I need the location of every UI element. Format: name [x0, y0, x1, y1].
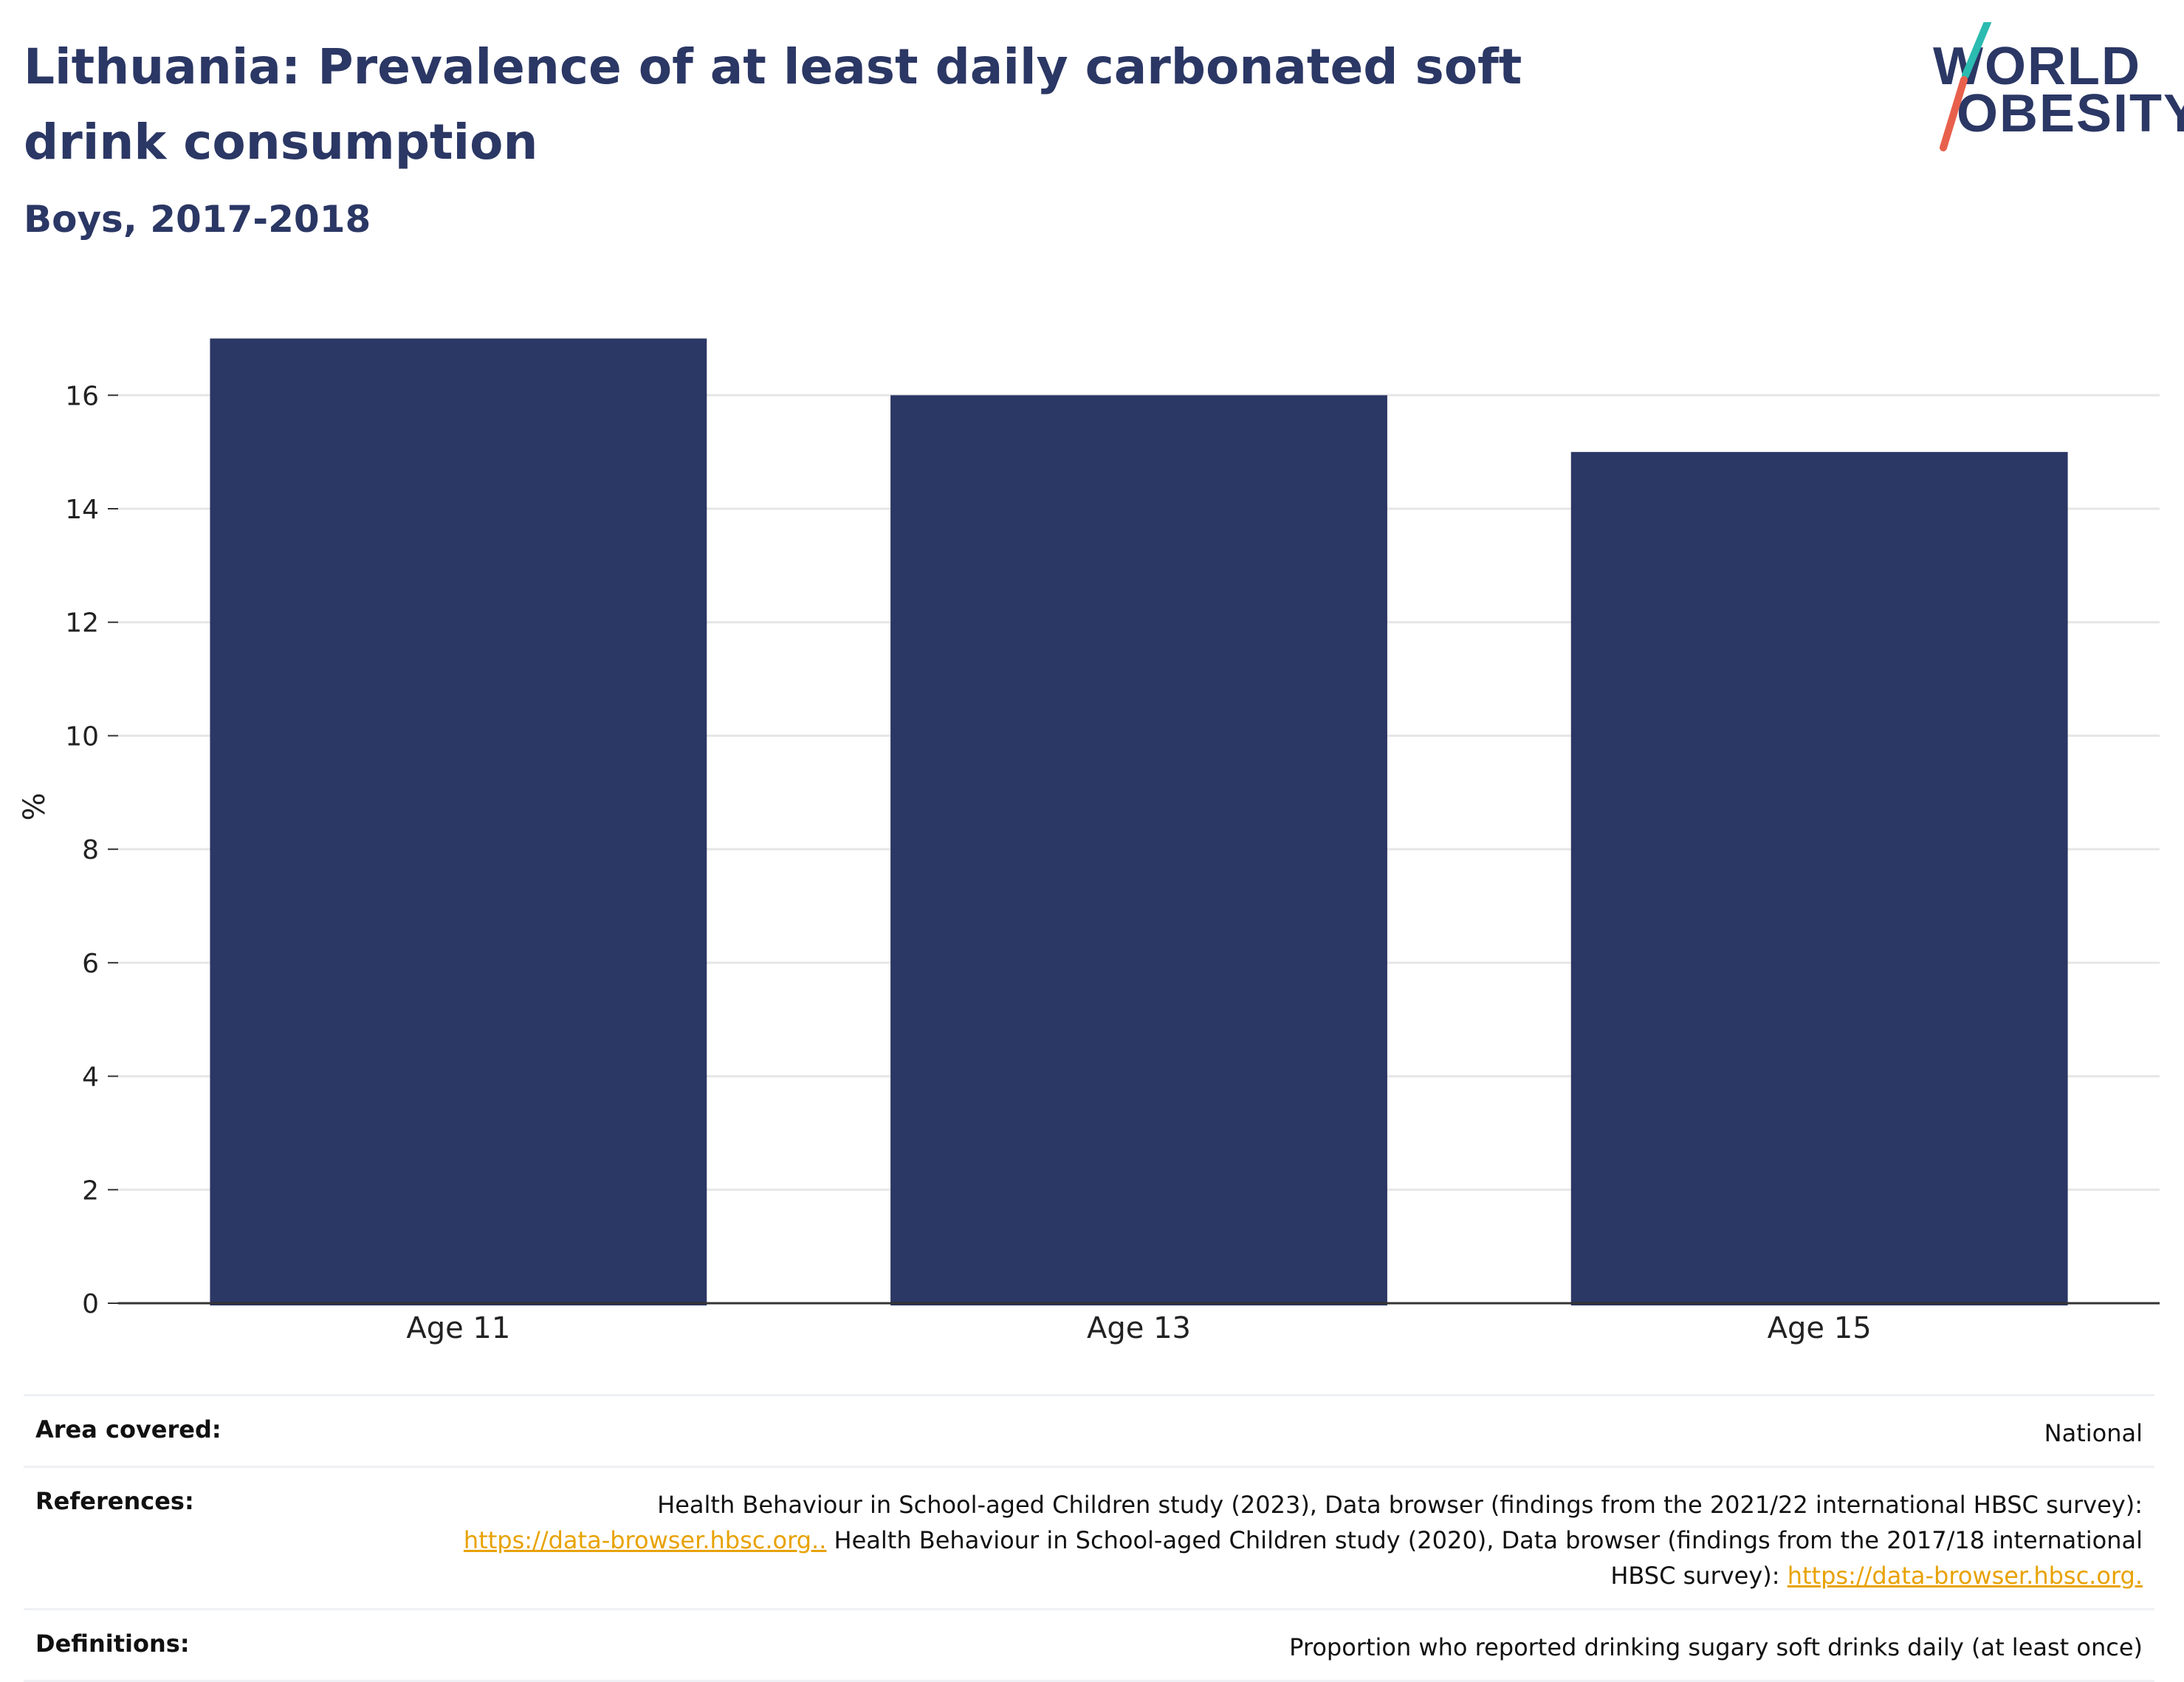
reference-link-2[interactable]: https://data-browser.hbsc.org. — [1787, 1562, 2143, 1590]
y-axis-label: % — [18, 792, 52, 820]
bars — [210, 338, 2068, 1306]
area-label: Area covered: — [35, 1415, 222, 1444]
bar-age-11 — [210, 338, 707, 1305]
y-tick-label: 12 — [65, 608, 99, 639]
y-tick-label: 16 — [65, 381, 99, 411]
reference-link-1[interactable]: https://data-browser.hbsc.org.. — [463, 1526, 827, 1554]
references-label: References: — [35, 1487, 194, 1515]
y-tick-label: 6 — [82, 949, 99, 979]
reference-text-2: Health Behaviour in School-aged Children… — [826, 1526, 2143, 1590]
axes: 0 2 4 6 8 10 12 14 16 Age 11 Age 13 Age 15 — [65, 381, 2160, 1345]
area-value: National — [2044, 1419, 2143, 1447]
y-tick-label: 10 — [65, 721, 99, 752]
chart-subtitle: Boys, 2017-2018 — [24, 198, 371, 241]
x-tick-label: Age 13 — [1087, 1311, 1191, 1345]
logo-line2: OBESITY — [1957, 84, 2184, 143]
bar-age-13 — [890, 395, 1387, 1306]
definitions-label: Definitions: — [35, 1630, 190, 1658]
bar-age-15 — [1570, 452, 2068, 1305]
y-tick-label: 0 — [82, 1289, 99, 1319]
x-tick-label: Age 11 — [406, 1311, 510, 1345]
meta-row-references: References: Health Behaviour in School-a… — [24, 1466, 2154, 1608]
meta-row-area: Area covered: National — [24, 1394, 2154, 1466]
x-tick-label: Age 15 — [1768, 1311, 1872, 1345]
logo-slash-icon — [1940, 22, 1991, 151]
bar-chart: 0 2 4 6 8 10 12 14 16 Age 11 Age 13 Age 15 % — [18, 338, 2160, 1345]
metadata-table: Area covered: National References: Healt… — [24, 1394, 2154, 1682]
y-tick-label: 4 — [82, 1063, 99, 1093]
reference-text-1: Health Behaviour in School-aged Children… — [657, 1491, 2143, 1519]
y-tick-label: 2 — [82, 1175, 99, 1206]
chart-title: Lithuania: Prevalence of at least daily … — [24, 38, 1522, 171]
references-value: Health Behaviour in School-aged Children… — [444, 1487, 2143, 1593]
y-tick-label: 8 — [82, 835, 99, 865]
world-obesity-logo: WORLD OBESITY — [1912, 22, 2184, 155]
y-tick-label: 14 — [65, 495, 99, 525]
definitions-value: Proportion who reported drinking sugary … — [1289, 1633, 2143, 1661]
meta-row-definitions: Definitions: Proportion who reported dri… — [24, 1608, 2154, 1682]
